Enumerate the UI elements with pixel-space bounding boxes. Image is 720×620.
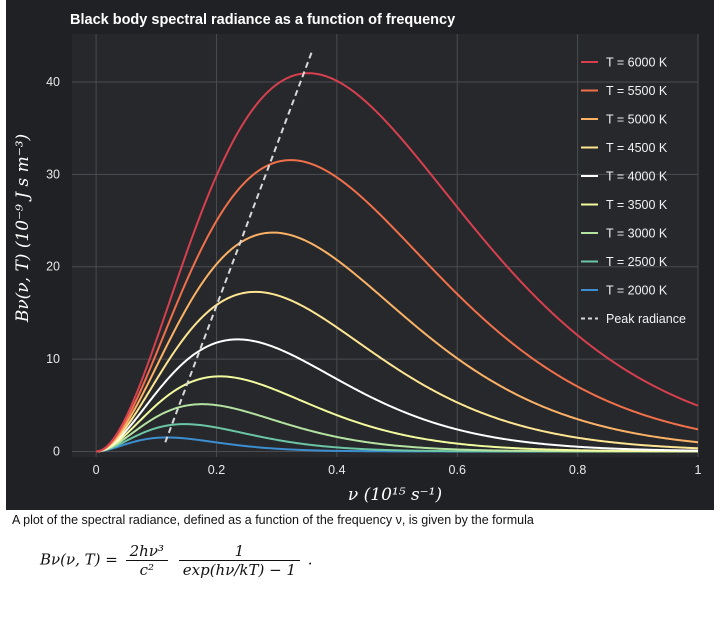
series-line-6000k	[96, 72, 699, 453]
legend-label: T = 3000 K	[606, 227, 668, 241]
series-line-5500k	[96, 159, 699, 453]
legend: T = 6000 K T = 5500 K T = 5000 K T = 4500 K…	[581, 56, 686, 326]
legend-label: T = 6000 K	[606, 56, 668, 70]
y-axis-label: Bν(ν, T) (10⁻⁹ J s m⁻³)	[13, 134, 33, 323]
y-tick-label: 10	[46, 352, 60, 366]
legend-label: T = 5000 K	[606, 113, 668, 127]
formula-lhs: Bν(ν, T) =	[40, 550, 118, 569]
series-line-4500k	[96, 290, 699, 453]
x-tick-label: 0.8	[569, 463, 586, 477]
x-tick-label: 0	[93, 463, 100, 477]
series-line-5000k	[96, 231, 699, 453]
formula-fraction-2: 1 exp(hν/kT) − 1	[178, 542, 300, 579]
y-tick-label: 20	[46, 260, 60, 274]
series-line-3500k	[96, 375, 699, 453]
y-tick-label: 0	[53, 444, 60, 458]
caption-text: A plot of the spectral radiance, defined…	[12, 513, 534, 527]
y-tick-label: 30	[46, 167, 60, 181]
grid	[72, 34, 699, 457]
chart-title: Black body spectral radiance as a functi…	[70, 12, 455, 28]
legend-label: T = 2500 K	[606, 255, 668, 269]
legend-label: Peak radiance	[606, 312, 686, 326]
x-tick-label: 0.4	[328, 463, 345, 477]
planck-formula: Bν(ν, T) = 2hν³ c² 1 exp(hν/kT) − 1 .	[40, 542, 313, 579]
formula-end: .	[307, 550, 313, 569]
legend-label: T = 5500 K	[606, 84, 668, 98]
x-tick-label: 0.6	[449, 463, 466, 477]
legend-label: T = 4000 K	[606, 170, 668, 184]
x-tick-label: 1	[695, 463, 702, 477]
formula-fraction-2-numerator: 1	[178, 542, 300, 561]
legend-label: T = 4500 K	[606, 141, 668, 155]
legend-label: T = 2000 K	[606, 284, 668, 298]
formula-fraction-1: 2hν³ c²	[125, 542, 168, 579]
legend-label: T = 3500 K	[606, 198, 668, 212]
plot-lines	[96, 52, 699, 453]
x-axis-label: ν (10¹⁵ s⁻¹)	[348, 485, 442, 505]
y-tick-label: 40	[46, 75, 60, 89]
plot-area	[72, 34, 698, 457]
x-tick-label: 0.2	[208, 463, 225, 477]
formula-fraction-1-denominator: c²	[139, 561, 154, 579]
series-line-4000k	[96, 338, 699, 453]
formula-fraction-1-numerator: 2hν³	[125, 542, 168, 561]
formula-fraction-2-denominator: exp(hν/kT) − 1	[182, 561, 296, 579]
